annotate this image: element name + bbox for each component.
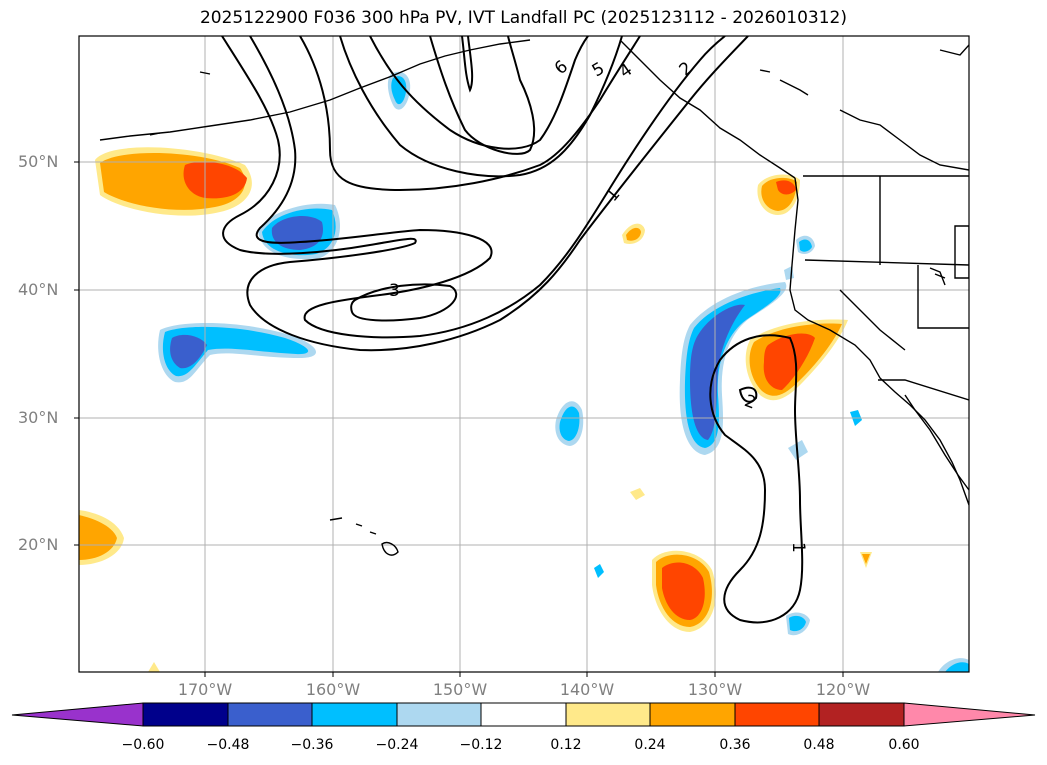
- graticule: [79, 36, 969, 672]
- lon-label: 130°W: [687, 680, 743, 699]
- colorbar-tick-label: −0.60: [121, 737, 165, 753]
- axis-ticks: [74, 161, 844, 677]
- lon-label: 150°W: [432, 680, 488, 699]
- colorbar-extend-high: [903, 702, 1036, 727]
- colorbar-tick-label: 0.12: [550, 737, 582, 753]
- coastlines: [99, 39, 969, 556]
- lat-label: 40°N: [18, 280, 59, 299]
- colorbar-tick-label: −0.12: [459, 737, 503, 753]
- colorbar-tick-label: 0.24: [634, 737, 666, 753]
- colorbar-tick-label: −0.48: [206, 737, 250, 753]
- colorbar-extend-low: [11, 702, 144, 727]
- lon-label: 160°W: [305, 680, 361, 699]
- map-title: 2025122900 F036 300 hPa PV, IVT Landfall…: [199, 8, 847, 28]
- lat-label: 20°N: [18, 535, 59, 554]
- colorbar-tick-label: 0.48: [803, 737, 835, 753]
- lon-label: 140°W: [559, 680, 615, 699]
- colorbar-tick-label: 0.36: [719, 737, 751, 753]
- map-frame: [78, 35, 970, 673]
- lat-label: 30°N: [18, 408, 59, 427]
- colorbar-tick-label: 0.60: [888, 737, 920, 753]
- lon-label: 170°W: [177, 680, 233, 699]
- colorbar-tick-label: −0.36: [290, 737, 334, 753]
- lat-label: 50°N: [18, 152, 59, 171]
- contour-label: 1: [788, 542, 808, 553]
- contour-label: 3: [389, 281, 400, 301]
- lon-label: 120°W: [815, 680, 871, 699]
- colorbar: [11, 702, 1036, 727]
- pv-contours: [221, 36, 804, 624]
- colorbar-tick-label: −0.24: [375, 737, 419, 753]
